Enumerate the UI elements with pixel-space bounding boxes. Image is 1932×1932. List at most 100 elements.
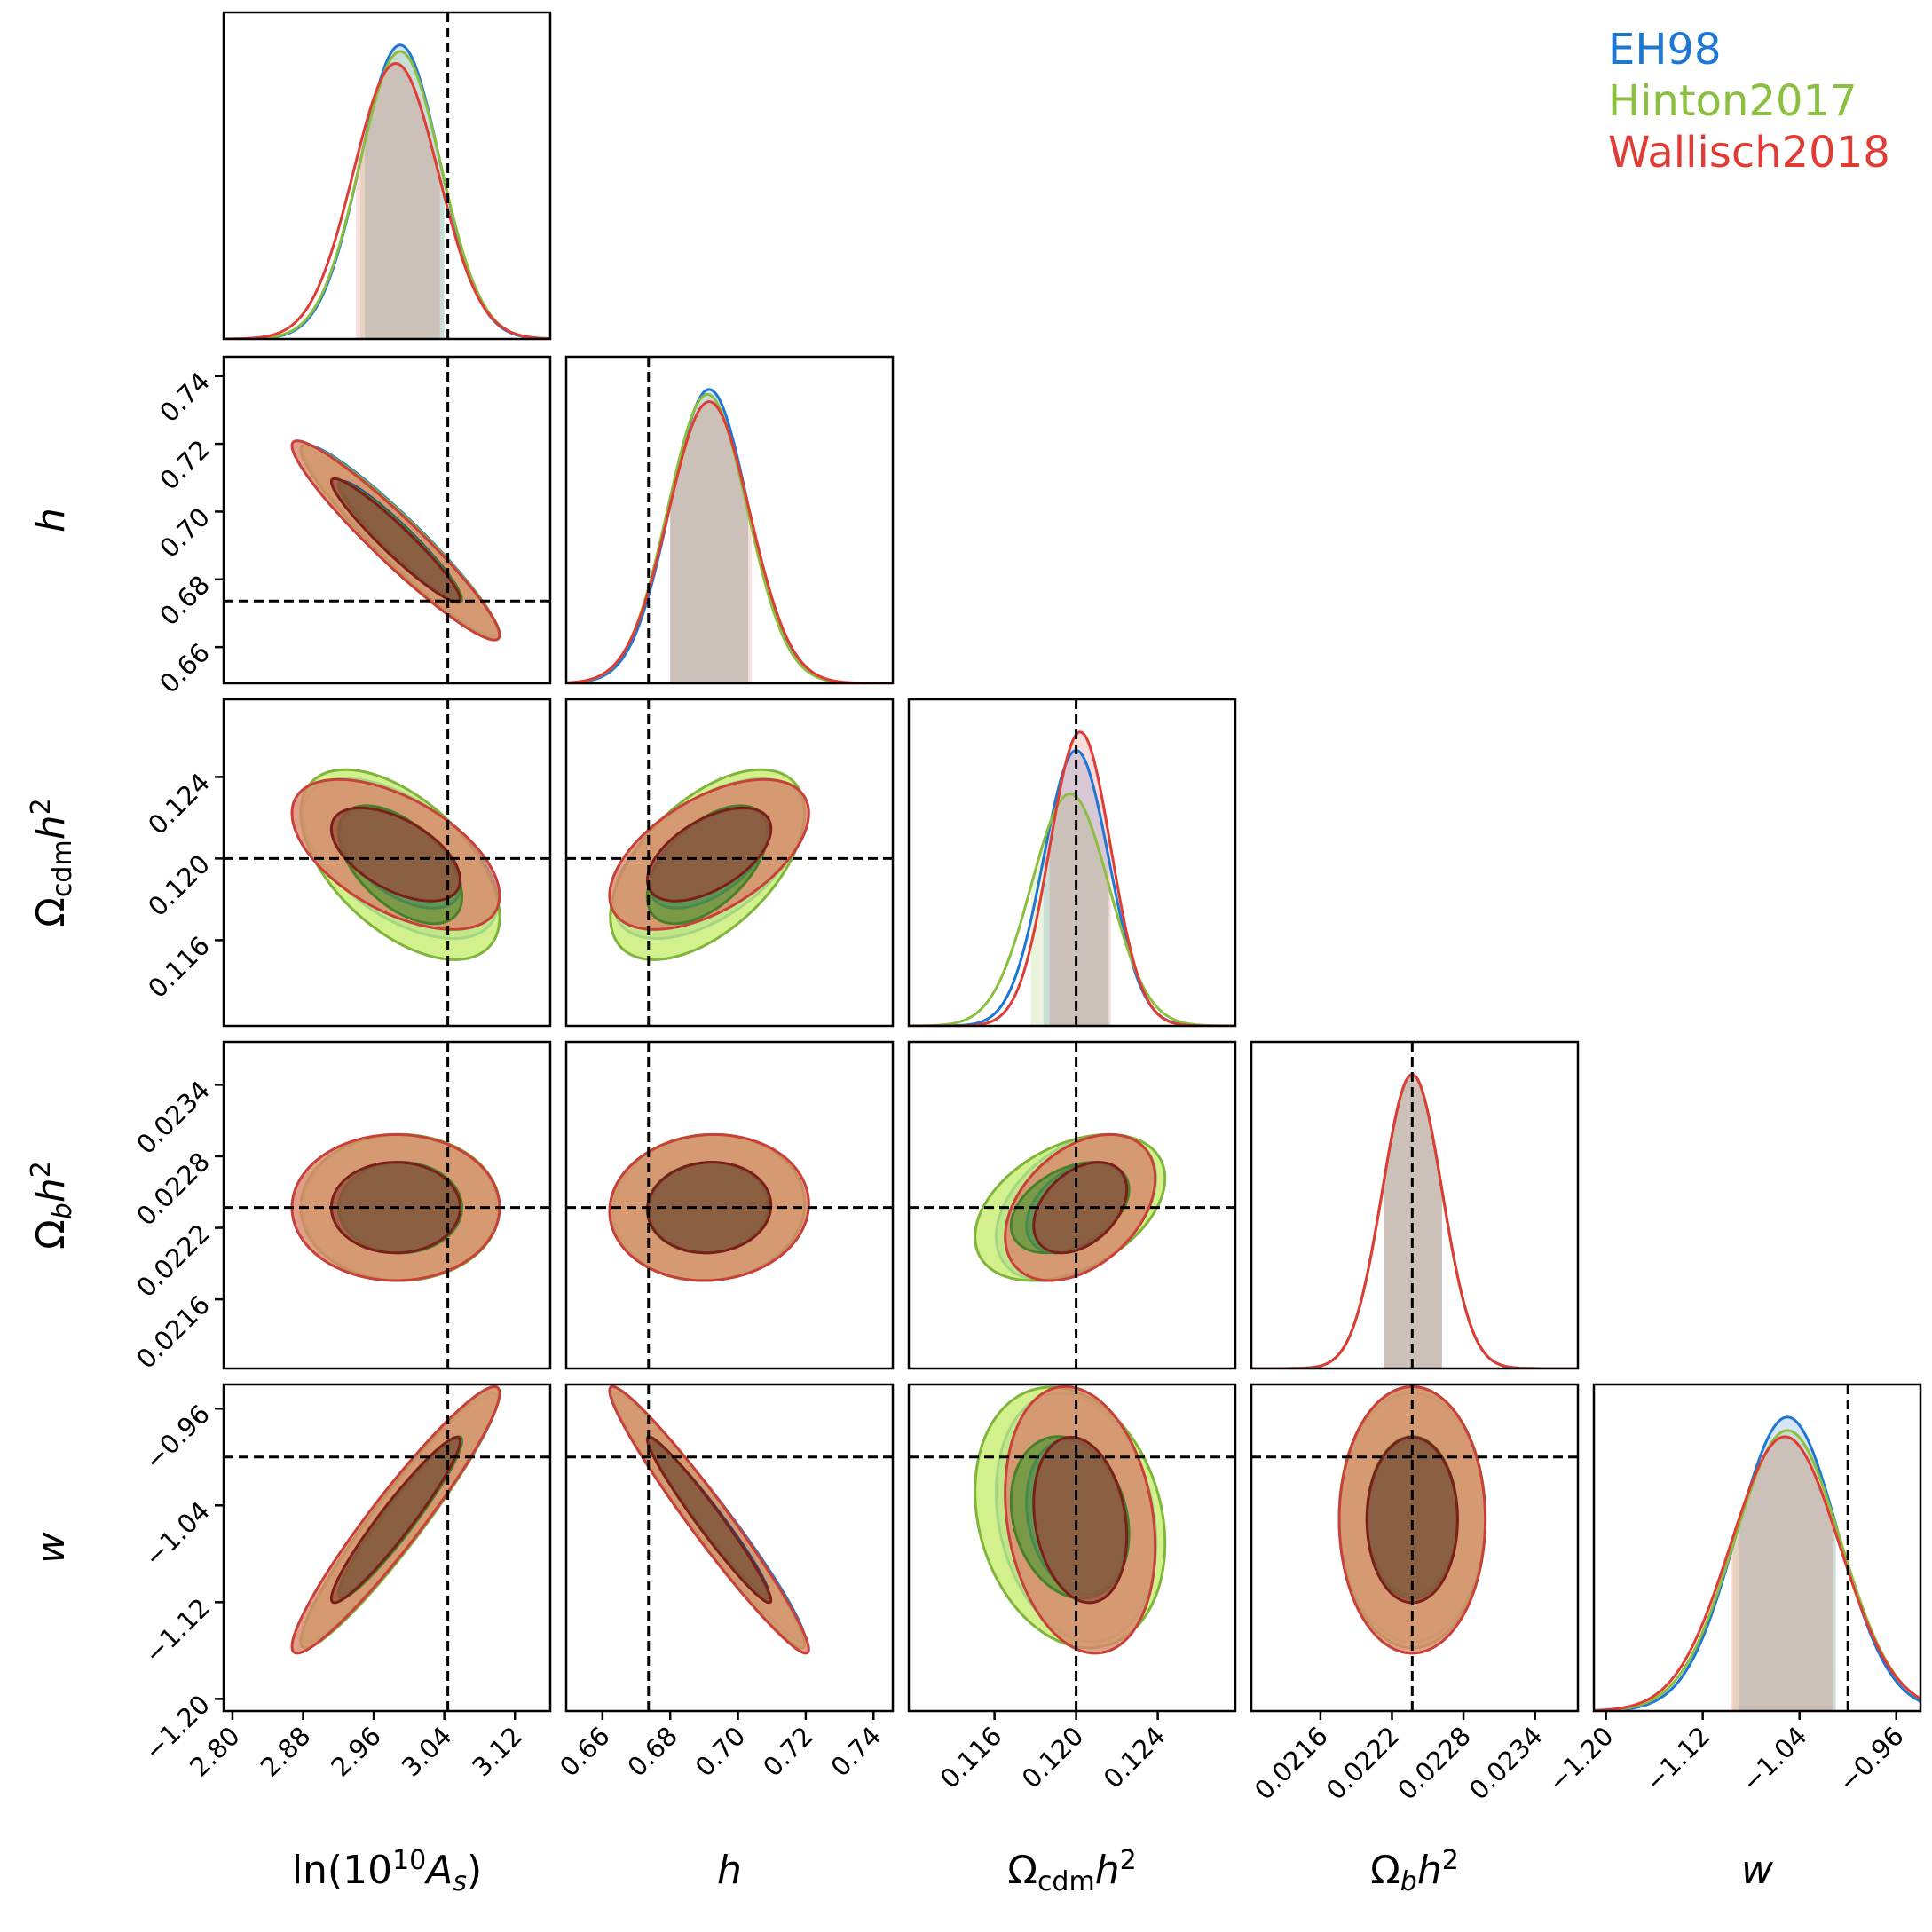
x-axis-label-omega-cdm-h-2: Ωcdmh2 bbox=[1007, 1845, 1136, 1897]
legend-eh98: EH98 bbox=[1608, 25, 1722, 75]
y-tick-label: 0.72 bbox=[154, 434, 216, 496]
x-axis-label-ln-10-10-a-s: ln(1010As) bbox=[292, 1845, 482, 1897]
y-tick-label: 0.74 bbox=[154, 367, 216, 429]
panel-omega-cdm-h-2-vs-ln-10-10-a-s bbox=[224, 699, 550, 1026]
marginal-wallisch2018-ln-10-10-a-s bbox=[224, 62, 550, 339]
panel-omega-b-h-2-vs-omega-b-h-2 bbox=[1251, 1042, 1578, 1368]
panel-frame bbox=[907, 1040, 1237, 1370]
band-wallisch2018-h bbox=[670, 401, 752, 683]
panel-frame bbox=[222, 355, 552, 685]
y-axis-label-omega-b-h-2: Ωbh2 bbox=[26, 1161, 78, 1250]
x-tick-label: 0.74 bbox=[824, 1721, 887, 1783]
band-wallisch2018-ln-10-10-a-s bbox=[356, 63, 440, 339]
y-tick-label: 0.0216 bbox=[130, 1289, 216, 1375]
band-hinton2017-h bbox=[670, 394, 748, 683]
legend-hinton2017: Hinton2017 bbox=[1608, 76, 1857, 126]
legend-wallisch2018: Wallisch2018 bbox=[1608, 128, 1890, 177]
x-tick-label: 0.124 bbox=[1098, 1721, 1171, 1794]
panel-ln-10-10-a-s-vs-ln-10-10-a-s bbox=[224, 12, 550, 339]
marginal-hinton2017-omega-cdm-h-2 bbox=[909, 793, 1235, 1026]
x-tick-label: −1.04 bbox=[1736, 1721, 1813, 1798]
panel-omega-cdm-h-2-vs-omega-cdm-h-2 bbox=[909, 699, 1235, 1026]
band-hinton2017-w bbox=[1732, 1430, 1836, 1711]
x-tick-label: 0.0222 bbox=[1321, 1721, 1406, 1806]
panel-omega-b-h-2-vs-ln-10-10-a-s bbox=[224, 1042, 550, 1368]
x-tick-label: −1.12 bbox=[1639, 1721, 1716, 1798]
y-tick-label: 0.70 bbox=[154, 501, 216, 564]
y-tick-label: 0.0228 bbox=[130, 1147, 216, 1232]
panel-frame bbox=[1250, 1383, 1580, 1713]
panel-frame bbox=[564, 1040, 895, 1370]
panel-omega-b-h-2-vs-h bbox=[566, 1042, 893, 1368]
panel-frame bbox=[222, 1040, 552, 1370]
x-tick-label: 0.70 bbox=[690, 1721, 752, 1783]
panel-w-vs-omega-cdm-h-2 bbox=[909, 1384, 1235, 1711]
panel-frame bbox=[222, 1383, 552, 1713]
panel-frame bbox=[907, 1383, 1237, 1713]
band-eh98-h bbox=[670, 389, 748, 683]
contour-68-wallisch2018-w-vs-h bbox=[645, 1435, 773, 1605]
contour-68-wallisch2018-w-vs-omega-cdm-h-2 bbox=[1032, 1435, 1129, 1605]
y-tick-label: 0.0222 bbox=[130, 1218, 216, 1303]
x-tick-label: 0.116 bbox=[934, 1721, 1008, 1794]
panel-frame bbox=[564, 355, 895, 685]
contour-68-wallisch2018-omega-cdm-h-2-vs-h bbox=[645, 806, 773, 903]
contour-68-wallisch2018-w-vs-ln-10-10-a-s bbox=[329, 1435, 462, 1605]
panel-frame bbox=[222, 11, 552, 341]
panel-omega-b-h-2-vs-omega-cdm-h-2 bbox=[909, 1042, 1235, 1368]
contour-68-wallisch2018-h-vs-ln-10-10-a-s bbox=[329, 477, 462, 604]
y-tick-label: −0.96 bbox=[138, 1399, 216, 1476]
x-axis-label-w: w bbox=[1741, 1848, 1774, 1893]
marginal-wallisch2018-h bbox=[566, 400, 893, 683]
band-wallisch2018-omega-b-h-2 bbox=[1384, 1074, 1442, 1368]
x-tick-label: 2.96 bbox=[325, 1721, 387, 1783]
contour-68-wallisch2018-omega-cdm-h-2-vs-ln-10-10-a-s bbox=[329, 806, 461, 903]
band-eh98-omega-b-h-2 bbox=[1384, 1074, 1442, 1368]
y-tick-label: 0.0234 bbox=[130, 1075, 216, 1160]
panel-h-vs-h bbox=[566, 357, 893, 683]
y-axis-label-w: w bbox=[28, 1531, 74, 1564]
y-tick-label: 0.116 bbox=[142, 930, 216, 1004]
band-wallisch2018-w bbox=[1731, 1436, 1833, 1711]
x-tick-label: 0.68 bbox=[621, 1721, 683, 1783]
band-hinton2017-omega-cdm-h-2 bbox=[1031, 793, 1109, 1026]
x-axis-label-h: h bbox=[717, 1848, 742, 1893]
panel-w-vs-ln-10-10-a-s bbox=[224, 1384, 550, 1711]
panel-frame bbox=[564, 1383, 895, 1713]
band-hinton2017-omega-b-h-2 bbox=[1384, 1074, 1442, 1368]
x-tick-label: 0.0234 bbox=[1463, 1721, 1549, 1806]
panel-w-vs-h bbox=[566, 1384, 893, 1711]
x-tick-label: 0.120 bbox=[1016, 1721, 1090, 1794]
panel-frame bbox=[222, 698, 552, 1028]
x-tick-label: 0.0216 bbox=[1249, 1721, 1334, 1806]
y-axis-label-omega-cdm-h-2: Ωcdmh2 bbox=[26, 798, 78, 927]
y-tick-label: 0.120 bbox=[142, 848, 216, 922]
panel-frame bbox=[564, 698, 895, 1028]
y-tick-label: 0.68 bbox=[154, 570, 216, 632]
y-tick-label: −1.04 bbox=[138, 1495, 216, 1573]
y-tick-label: −1.12 bbox=[138, 1592, 216, 1669]
panel-frame bbox=[1592, 1383, 1922, 1713]
band-wallisch2018-omega-cdm-h-2 bbox=[1049, 731, 1111, 1026]
x-tick-label: 3.04 bbox=[396, 1721, 458, 1783]
panel-w-vs-omega-b-h-2 bbox=[1251, 1384, 1578, 1711]
y-tick-label: 0.66 bbox=[154, 637, 216, 699]
x-tick-label: 0.66 bbox=[554, 1721, 616, 1783]
panel-w-vs-w bbox=[1594, 1384, 1920, 1711]
x-tick-label: 0.72 bbox=[757, 1721, 819, 1783]
x-tick-label: −0.96 bbox=[1833, 1721, 1910, 1798]
band-eh98-w bbox=[1739, 1416, 1836, 1711]
panel-frame bbox=[907, 698, 1237, 1028]
y-tick-label: 0.124 bbox=[142, 767, 216, 840]
marginal-wallisch2018-w bbox=[1594, 1435, 1920, 1711]
x-axis-label-omega-b-h-2: Ωbh2 bbox=[1370, 1845, 1459, 1897]
x-tick-label: 3.12 bbox=[466, 1721, 528, 1783]
panel-frame bbox=[1250, 1040, 1580, 1370]
panel-h-vs-ln-10-10-a-s bbox=[224, 357, 550, 683]
x-tick-label: 0.0228 bbox=[1392, 1721, 1477, 1806]
y-axis-label-h: h bbox=[28, 508, 74, 532]
x-tick-label: −1.20 bbox=[1542, 1721, 1620, 1798]
band-hinton2017-ln-10-10-a-s bbox=[360, 51, 445, 339]
panel-omega-cdm-h-2-vs-h bbox=[566, 699, 893, 1026]
contour-68-wallisch2018-w-vs-omega-b-h-2 bbox=[1365, 1435, 1459, 1605]
